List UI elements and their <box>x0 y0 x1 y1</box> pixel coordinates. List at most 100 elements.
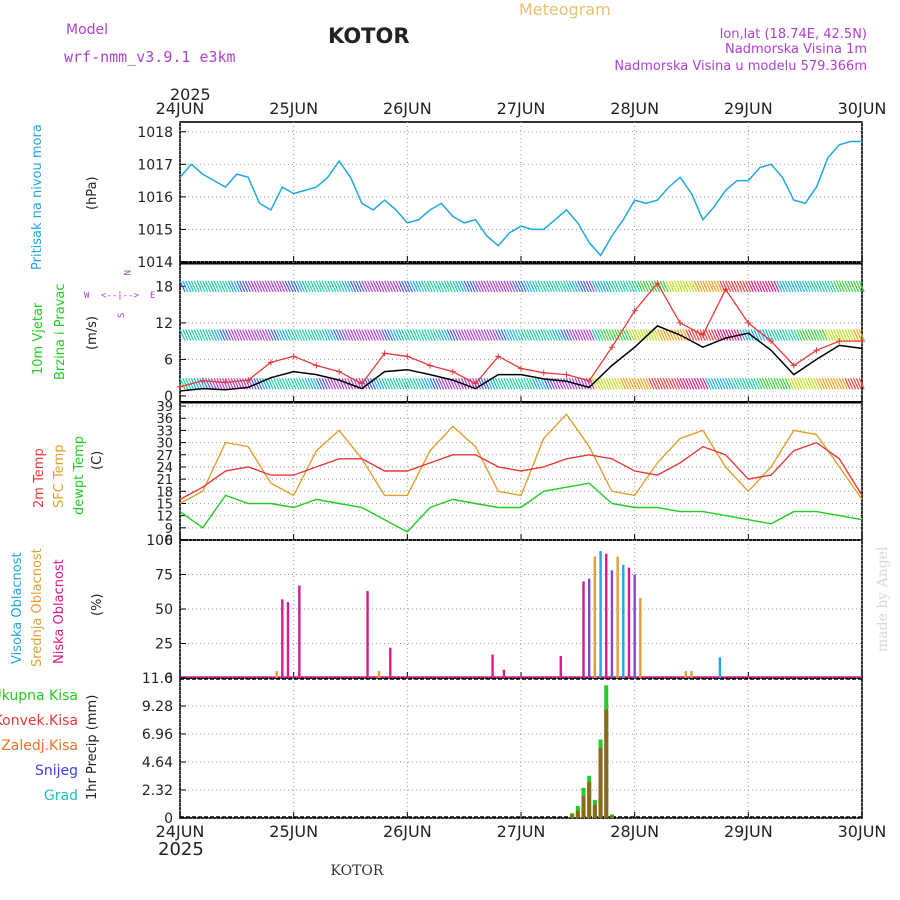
wind-barb <box>534 280 541 293</box>
wind-barb <box>770 329 777 341</box>
wind-barb <box>446 329 453 341</box>
wind-barb <box>355 280 362 293</box>
wind-barb <box>625 377 632 390</box>
wind-barb <box>747 377 754 390</box>
wind-barb <box>568 377 575 390</box>
wind-barb <box>796 329 803 341</box>
precip-conv-bar <box>598 748 603 818</box>
wind-barb <box>665 329 672 341</box>
wind-barb <box>796 280 803 293</box>
wind-barb <box>506 329 513 341</box>
wind-barb <box>440 280 447 293</box>
cloud-bar <box>559 655 562 678</box>
wind-barb <box>341 377 348 390</box>
wind-barb <box>367 280 374 293</box>
wind-barb <box>619 377 627 390</box>
wind-barb <box>295 377 303 390</box>
wind-barb <box>259 377 266 390</box>
wind-barb <box>438 377 445 390</box>
top-time-axis: 24JUN 25JUN 26JUN 27JUN 28JUN 29JUN 30JUN <box>156 99 887 118</box>
wind-barb <box>540 377 547 390</box>
wind-barb <box>742 280 749 293</box>
wind-barb <box>241 329 249 341</box>
wind-barb <box>662 280 669 293</box>
wind-barb <box>781 329 788 341</box>
wind-barb <box>236 377 243 390</box>
wind-barb <box>528 377 536 390</box>
wind-barb <box>548 329 555 341</box>
wind-barb <box>685 280 692 293</box>
wind-barb <box>523 377 530 390</box>
wind-barb <box>244 280 251 293</box>
wind-barb <box>537 377 544 390</box>
wind-barb <box>497 377 504 390</box>
wind-barb <box>395 329 402 341</box>
wind-barb <box>810 329 817 341</box>
wind-barb <box>665 280 672 293</box>
wind-barb <box>446 280 453 293</box>
wind-barb <box>565 377 573 390</box>
wind-barb <box>514 329 521 341</box>
wind-barb <box>514 377 521 390</box>
top-tick-label: 25JUN <box>269 99 318 118</box>
wind-barb <box>384 280 391 293</box>
wind-barb <box>418 329 425 341</box>
wind-barb <box>642 280 649 293</box>
wind-barb <box>222 280 229 293</box>
wind-barb <box>474 280 482 293</box>
wind-barb <box>298 377 305 390</box>
wind-barb <box>551 329 558 341</box>
wind-barb <box>494 280 501 293</box>
wind-barb <box>205 377 212 390</box>
wind-barb <box>179 377 186 390</box>
wind-barb <box>256 329 263 341</box>
wind-barb <box>676 280 683 293</box>
wind-barb <box>719 377 726 390</box>
wind-barb <box>420 329 428 341</box>
wind-barb <box>196 280 203 293</box>
wind-barb <box>273 280 280 293</box>
gust-marker <box>177 383 183 390</box>
y-tick-label: 9 <box>165 522 173 537</box>
wind-barb <box>389 280 396 293</box>
wind-barb <box>546 329 553 341</box>
wind-barb <box>432 280 439 293</box>
wind-barb <box>597 377 604 390</box>
wind-barb <box>594 280 601 293</box>
wind-barb <box>730 377 737 390</box>
dewpoint-line <box>179 482 863 533</box>
wind-barb <box>310 280 317 293</box>
wind-barb <box>642 329 649 341</box>
wind-barb <box>739 280 746 293</box>
wind-barb <box>656 329 663 341</box>
top-tick-label: 27JUN <box>497 99 546 118</box>
wind-barb <box>398 280 405 293</box>
gust-marker <box>290 353 297 360</box>
wind-barb <box>790 377 797 390</box>
wind-barb <box>708 280 715 293</box>
wind-barb <box>477 280 484 293</box>
wind-barb <box>420 280 428 293</box>
wind-barb <box>801 280 808 293</box>
wind-barb <box>227 377 234 390</box>
wind-barb <box>591 377 598 390</box>
wind-barb <box>423 280 430 293</box>
wind-barb <box>236 280 243 293</box>
wind-barb <box>341 280 348 293</box>
wind-barb <box>528 329 536 341</box>
wind-barb <box>818 377 825 390</box>
compass-w: W <box>84 291 90 301</box>
wind-barb <box>855 329 862 341</box>
wind-barb <box>608 280 615 293</box>
cloud-bar <box>639 597 642 678</box>
wind-barb <box>369 329 376 341</box>
wind-barb <box>278 329 286 341</box>
cloud-label-3: Niska Oblacnost <box>52 559 67 664</box>
wind-barb <box>614 377 621 390</box>
y-tick-label: 9.28 <box>142 699 173 715</box>
wind-barb <box>395 377 402 390</box>
wind-barb <box>239 280 246 293</box>
precip-panel: 0 2.32 4.64 6.96 9.28 11.6 <box>142 671 862 827</box>
wind-barb <box>528 280 536 293</box>
